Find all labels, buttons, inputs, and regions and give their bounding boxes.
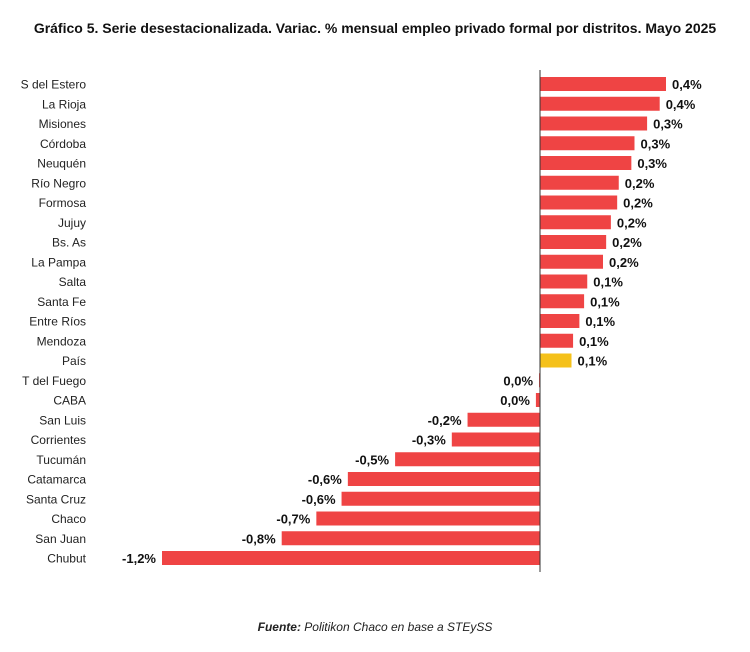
category-label: T del Fuego <box>22 374 86 388</box>
data-label: 0,2% <box>612 235 642 250</box>
category-label: CABA <box>53 394 86 408</box>
category-label: Chaco <box>51 512 86 526</box>
data-label: 0,3% <box>641 136 671 151</box>
bar <box>540 195 618 210</box>
bar <box>281 531 540 546</box>
bar <box>540 294 585 309</box>
data-label: 0,1% <box>593 275 623 290</box>
bar <box>540 274 588 289</box>
category-label: S del Estero <box>21 78 87 92</box>
category-label: La Pampa <box>31 255 86 269</box>
data-label: -0,2% <box>428 413 462 428</box>
bar <box>347 472 540 486</box>
data-label: 0,4% <box>672 77 702 92</box>
bar <box>540 116 648 131</box>
bar <box>540 215 611 230</box>
data-label: 0,2% <box>623 196 653 211</box>
category-label: San Luis <box>39 413 86 427</box>
category-label: Córdoba <box>40 137 86 151</box>
source-prefix: Fuente: <box>257 620 301 634</box>
bar <box>341 491 540 506</box>
category-label: Santa Fe <box>37 295 86 309</box>
category-label: Neuquén <box>37 157 86 171</box>
category-label: Mendoza <box>37 334 87 348</box>
category-label: Tucumán <box>36 453 86 467</box>
category-label: Chubut <box>47 552 86 566</box>
chart-title: Gráfico 5. Serie desestacionalizada. Var… <box>33 20 717 36</box>
category-label: Entre Ríos <box>29 315 86 329</box>
bar <box>540 235 607 249</box>
data-label: -1,2% <box>122 551 156 566</box>
data-label: 0,1% <box>585 314 615 329</box>
bar <box>540 156 632 170</box>
category-label: Jujuy <box>58 216 86 230</box>
source-text: Politikon Chaco en base a STEySS <box>300 620 493 634</box>
bar <box>467 412 540 427</box>
category-label: Corrientes <box>31 433 86 447</box>
data-label: -0,7% <box>276 512 310 527</box>
category-label: Salta <box>59 275 87 289</box>
data-label: -0,6% <box>308 472 342 487</box>
data-label: 0,3% <box>653 117 683 132</box>
bar <box>162 551 540 565</box>
data-label: 0,2% <box>609 255 639 270</box>
category-label: Río Negro <box>31 176 86 190</box>
data-label: 0,0% <box>500 393 530 408</box>
bar <box>540 77 666 91</box>
category-label: Catamarca <box>27 473 86 487</box>
bar <box>540 314 580 328</box>
data-label: 0,1% <box>590 294 620 309</box>
category-label: Formosa <box>39 196 87 210</box>
bar <box>540 254 603 269</box>
bar <box>316 511 540 526</box>
bar <box>451 432 540 447</box>
category-label: Bs. As <box>52 236 86 250</box>
bar <box>395 452 540 467</box>
category-label: Santa Cruz <box>26 492 86 506</box>
chart-source: Fuente: Politikon Chaco en base a STEySS <box>0 620 750 634</box>
category-label: Misiones <box>39 117 86 131</box>
data-label: 0,3% <box>637 156 667 171</box>
bar <box>535 393 540 407</box>
data-label: -0,5% <box>355 452 389 467</box>
data-label: 0,2% <box>625 176 655 191</box>
bar <box>540 136 635 151</box>
bar-chart: S del Estero 0,4% La Rioja 0,4% Misiones 0,3%… <box>21 70 702 572</box>
data-label: -0,3% <box>412 433 446 448</box>
category-label: País <box>62 354 86 368</box>
data-label: -0,6% <box>302 492 336 507</box>
bar <box>540 353 572 368</box>
data-label: -0,8% <box>242 531 276 546</box>
data-label: 0,4% <box>666 97 696 112</box>
category-label: La Rioja <box>42 97 86 111</box>
bar <box>540 96 660 111</box>
data-label: 0,2% <box>617 215 647 230</box>
bar <box>540 333 574 348</box>
bar <box>540 175 619 190</box>
data-label: 0,1% <box>578 354 608 369</box>
data-label: 0,1% <box>579 334 609 349</box>
category-label: San Juan <box>35 532 86 546</box>
data-label: 0,0% <box>503 373 533 388</box>
